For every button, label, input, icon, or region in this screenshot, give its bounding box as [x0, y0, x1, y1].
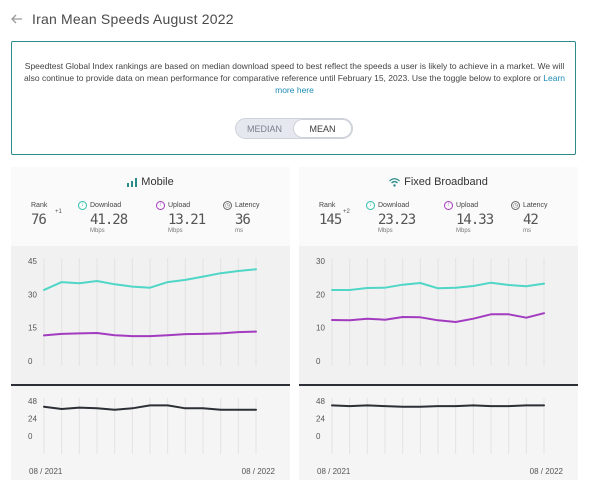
y-tick-label: 0	[28, 432, 33, 441]
upload-icon: ↑	[156, 200, 165, 210]
fixed-rank: Rank 145 +2	[319, 200, 350, 229]
download-icon: ↓	[366, 200, 375, 210]
latency-value: 42	[523, 212, 539, 228]
wifi-icon	[389, 177, 401, 187]
upload-label: Upload	[168, 201, 191, 209]
fixed-latency: ◷ Latency 42 ms	[511, 200, 548, 234]
y-tick-label: 0	[316, 357, 321, 366]
fixed-latency-chart: 48 24 0 08 / 2021 08 / 2022	[299, 386, 578, 480]
download-value: 23.23	[378, 212, 416, 228]
page-title: Iran Mean Speeds August 2022	[32, 11, 234, 27]
info-text: Speedtest Global Index rankings are base…	[20, 60, 569, 96]
download-unit: Mbps	[378, 228, 393, 234]
x-tick-label: 08 / 2021	[29, 467, 63, 476]
latency-label: Latency	[235, 201, 260, 209]
y-tick-label: 10	[316, 324, 325, 333]
y-tick-label: 0	[28, 357, 33, 366]
mobile-speed-svg: 45 30 15 0	[28, 257, 257, 366]
fixed-speed-chart: 30 20 10 0	[299, 246, 578, 384]
mobile-upload: ↑ Upload 13.21 Mbps	[156, 200, 206, 234]
upload-unit: Mbps	[168, 228, 183, 234]
download-value: 41.28	[90, 212, 128, 228]
latency-value: 36	[235, 212, 251, 228]
median-mean-toggle[interactable]: MEDIAN MEAN	[235, 118, 353, 139]
upload-value: 14.33	[456, 212, 494, 228]
y-tick-label: 24	[28, 415, 37, 424]
y-tick-label: 24	[316, 415, 325, 424]
mobile-latency-svg: 48 24 0 08 / 2021 08 / 2022	[28, 397, 276, 476]
y-tick-label: 45	[28, 257, 37, 266]
mobile-panel: Mobile Rank 76 +1 ↓ Download 41.28 Mbps ↑…	[11, 167, 290, 480]
fixed-title: Fixed Broadband	[299, 176, 578, 188]
info-description: Speedtest Global Index rankings are base…	[23, 61, 565, 83]
chart-divider	[11, 384, 290, 386]
chart-divider	[299, 384, 578, 386]
fixed-latency-svg: 48 24 0 08 / 2021 08 / 2022	[316, 397, 564, 476]
y-tick-label: 20	[316, 290, 325, 299]
y-tick-label: 48	[28, 397, 37, 406]
y-tick-label: 30	[28, 290, 37, 299]
toggle-mean[interactable]: MEAN	[293, 119, 352, 138]
mobile-latency-chart: 48 24 0 08 / 2021 08 / 2022	[11, 386, 290, 480]
series-line	[331, 281, 545, 291]
upload-value: 13.21	[168, 212, 206, 228]
mobile-rank: Rank 76 +1	[31, 200, 62, 229]
fixed-upload: ↑ Upload 14.33 Mbps	[444, 200, 494, 234]
x-tick-label: 08 / 2022	[242, 467, 276, 476]
series-line	[331, 404, 545, 408]
fixed-panel: Fixed Broadband Rank 145 +2 ↓ Download 23…	[299, 167, 578, 480]
toggle-median[interactable]: MEDIAN	[246, 123, 282, 134]
rank-label: Rank	[31, 201, 48, 209]
y-tick-label: 15	[28, 324, 37, 333]
latency-icon: ◷	[511, 200, 520, 210]
learn-more-link[interactable]: Learn more here	[275, 73, 566, 95]
rank-value: 76	[31, 212, 47, 228]
rank-value: 145	[319, 212, 342, 228]
latency-icon: ◷	[223, 200, 232, 210]
series-line	[43, 404, 257, 411]
rank-delta: +1	[55, 209, 62, 215]
mobile-title-label: Mobile	[141, 176, 174, 188]
download-label: Download	[90, 201, 122, 209]
rank-label: Rank	[319, 201, 336, 209]
series-line	[43, 268, 257, 291]
fixed-panel-header: Fixed Broadband Rank 145 +2 ↓ Download 23…	[299, 167, 578, 246]
latency-unit: ms	[523, 228, 531, 234]
download-unit: Mbps	[90, 228, 105, 234]
download-label: Download	[378, 201, 410, 209]
mobile-download: ↓ Download 41.28 Mbps	[78, 200, 128, 234]
upload-label: Upload	[456, 201, 479, 209]
rank-delta: +2	[343, 209, 350, 215]
mobile-speed-chart: 45 30 15 0	[11, 246, 290, 384]
upload-unit: Mbps	[456, 228, 471, 234]
fixed-title-label: Fixed Broadband	[404, 176, 488, 188]
header: Iran Mean Speeds August 2022	[10, 9, 234, 29]
y-tick-label: 30	[316, 257, 325, 266]
fixed-speed-svg: 30 20 10 0	[316, 257, 545, 366]
arrow-left-icon[interactable]	[10, 12, 24, 26]
x-tick-label: 08 / 2022	[530, 467, 564, 476]
mobile-title: Mobile	[11, 176, 290, 188]
y-tick-label: 0	[316, 432, 321, 441]
mobile-latency: ◷ Latency 36 ms	[223, 200, 260, 234]
mobile-panel-header: Mobile Rank 76 +1 ↓ Download 41.28 Mbps ↑…	[11, 167, 290, 246]
x-tick-label: 08 / 2021	[317, 467, 351, 476]
fixed-download: ↓ Download 23.23 Mbps	[366, 200, 416, 234]
download-icon: ↓	[78, 200, 87, 210]
info-box: Speedtest Global Index rankings are base…	[11, 41, 576, 155]
latency-unit: ms	[235, 228, 243, 234]
series-line	[331, 312, 545, 323]
signal-bars-icon	[127, 177, 138, 187]
y-tick-label: 48	[316, 397, 325, 406]
upload-icon: ↑	[444, 200, 453, 210]
latency-label: Latency	[523, 201, 548, 209]
series-line	[43, 330, 257, 338]
